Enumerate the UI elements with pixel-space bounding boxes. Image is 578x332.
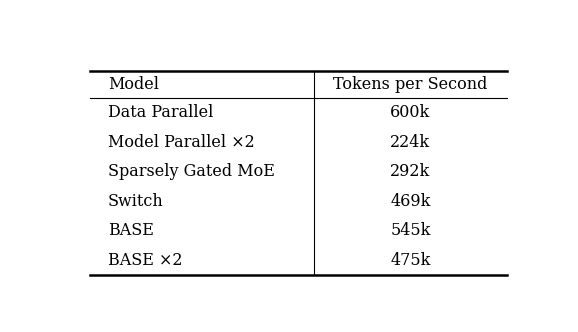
- Text: Sparsely Gated MoE: Sparsely Gated MoE: [108, 163, 275, 180]
- Text: Switch: Switch: [108, 193, 164, 210]
- Text: BASE: BASE: [108, 222, 154, 239]
- Text: 545k: 545k: [390, 222, 431, 239]
- Text: 292k: 292k: [390, 163, 431, 180]
- Text: BASE ×2: BASE ×2: [108, 252, 183, 269]
- Text: 224k: 224k: [390, 134, 431, 151]
- Text: Model Parallel ×2: Model Parallel ×2: [108, 134, 255, 151]
- Text: Model: Model: [108, 76, 159, 93]
- Text: 600k: 600k: [390, 104, 431, 122]
- Text: 469k: 469k: [390, 193, 431, 210]
- Text: Data Parallel: Data Parallel: [108, 104, 213, 122]
- Text: 475k: 475k: [390, 252, 431, 269]
- Text: Tokens per Second: Tokens per Second: [334, 76, 488, 93]
